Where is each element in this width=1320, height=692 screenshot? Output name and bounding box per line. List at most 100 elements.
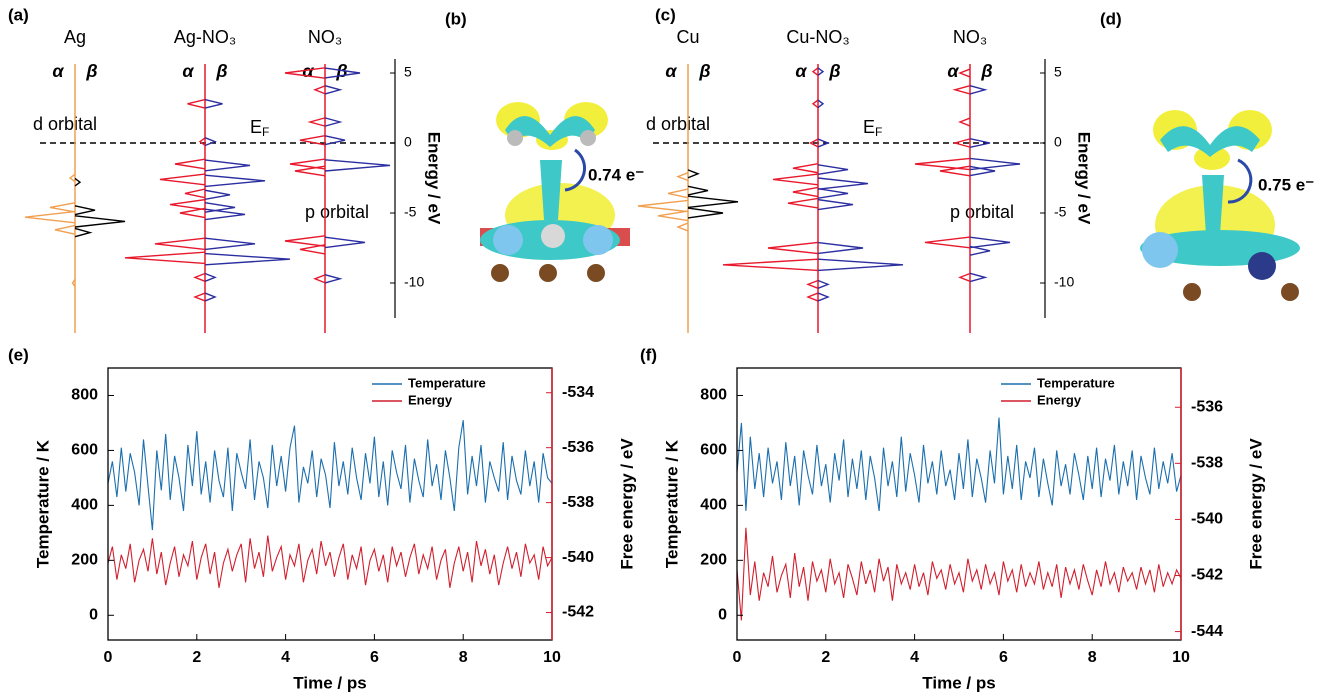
dos-peak bbox=[160, 174, 205, 185]
spin-label: β bbox=[215, 61, 227, 81]
dos-peak bbox=[818, 293, 828, 301]
panel-label: (a) bbox=[8, 5, 29, 24]
y2-tick-label: -538 bbox=[562, 494, 594, 511]
x-tick-label: 0 bbox=[104, 649, 113, 666]
series-line bbox=[737, 528, 1181, 621]
dos-peak bbox=[180, 208, 205, 217]
x-axis-title: Time / ps bbox=[293, 673, 366, 692]
dos-peak bbox=[75, 228, 90, 236]
dos-peak bbox=[315, 275, 325, 283]
dos-peak bbox=[960, 118, 970, 126]
dos-peak bbox=[818, 165, 848, 175]
y-tick-label: 5 bbox=[1054, 64, 1062, 80]
x-tick-label: 2 bbox=[192, 649, 201, 666]
dos-peak bbox=[195, 273, 205, 281]
y2-tick-label: -538 bbox=[1191, 455, 1223, 472]
dos-peak bbox=[205, 238, 255, 249]
dos-peak bbox=[788, 198, 818, 208]
structure-b bbox=[480, 102, 630, 282]
charge-label: 0.74 e⁻ bbox=[588, 165, 644, 184]
y-tick-label: -10 bbox=[404, 274, 424, 290]
dos-peak bbox=[325, 118, 340, 126]
column-title: Ag bbox=[64, 27, 86, 47]
dos-peak bbox=[793, 187, 818, 196]
fermi-main: E bbox=[250, 117, 262, 137]
dos-peak bbox=[723, 259, 818, 270]
y2-tick-label: -534 bbox=[562, 384, 594, 401]
dos-peak bbox=[205, 100, 223, 108]
dos-peak bbox=[188, 100, 206, 108]
legend-label: Temperature bbox=[1037, 375, 1115, 390]
fermi-label: EF bbox=[863, 117, 882, 139]
dos-peak bbox=[75, 206, 95, 215]
dos-peak bbox=[170, 200, 205, 210]
y-tick-label: 400 bbox=[71, 497, 98, 514]
dos-peak bbox=[678, 223, 688, 231]
y-tick-label: 200 bbox=[700, 552, 727, 569]
dos-peak bbox=[808, 293, 818, 301]
dos-peak bbox=[960, 273, 970, 281]
dos-peak bbox=[25, 212, 75, 223]
fermi-sub: F bbox=[875, 125, 882, 139]
y-tick-label: -5 bbox=[1054, 204, 1067, 220]
dos-peak bbox=[688, 186, 708, 195]
y-tick-label: 600 bbox=[71, 442, 98, 459]
panel-label: (d) bbox=[1100, 9, 1122, 28]
x-tick-label: 10 bbox=[1172, 649, 1190, 666]
dos-peak bbox=[688, 170, 698, 178]
series-line bbox=[108, 536, 552, 588]
legend-label: Energy bbox=[1037, 392, 1082, 407]
dos-peak bbox=[205, 254, 290, 265]
dos-peak bbox=[793, 164, 818, 173]
column-title: NO₃ bbox=[953, 27, 987, 47]
y-tick-label: 0 bbox=[718, 606, 727, 623]
x-tick-label: 6 bbox=[370, 649, 379, 666]
column-title: Ag-NO₃ bbox=[174, 27, 236, 47]
spin-label: β bbox=[698, 61, 710, 81]
spin-label: β bbox=[980, 61, 992, 81]
dos-peak bbox=[325, 275, 340, 283]
y-tick-label: 800 bbox=[700, 387, 727, 404]
column-title: NO₃ bbox=[308, 27, 342, 47]
dos-peak bbox=[185, 189, 205, 198]
dos-peak bbox=[75, 216, 125, 227]
dos-peak bbox=[205, 160, 250, 171]
x-tick-label: 8 bbox=[459, 649, 468, 666]
y-tick-label: 0 bbox=[1054, 134, 1062, 150]
panel-label: (c) bbox=[655, 5, 676, 24]
dos-peak bbox=[325, 237, 365, 247]
dos-peak bbox=[970, 86, 985, 94]
y-tick-label: -10 bbox=[1054, 274, 1074, 290]
dos-peak bbox=[205, 175, 265, 186]
dos-peak bbox=[205, 138, 215, 146]
spin-label: α bbox=[947, 61, 959, 81]
legend-label: Energy bbox=[408, 392, 453, 407]
dos-peak bbox=[818, 243, 863, 254]
dos-peak bbox=[175, 159, 205, 169]
fermi-main: E bbox=[863, 117, 875, 137]
y-tick-label: 0 bbox=[404, 134, 412, 150]
dos-peak bbox=[325, 160, 390, 171]
dos-peak bbox=[205, 273, 215, 281]
spin-label: α bbox=[52, 61, 64, 81]
y-tick-label: 800 bbox=[71, 387, 98, 404]
dos-peak bbox=[818, 178, 868, 189]
spin-label: α bbox=[665, 61, 677, 81]
dos-peak bbox=[808, 280, 818, 288]
y-tick-label: 5 bbox=[404, 64, 412, 80]
dos-peak bbox=[960, 69, 970, 77]
y-tick-label: 400 bbox=[700, 497, 727, 514]
dos-peak bbox=[970, 273, 985, 281]
dos-peak bbox=[300, 245, 325, 254]
y2-tick-label: -536 bbox=[1191, 398, 1223, 415]
x-tick-label: 10 bbox=[543, 649, 561, 666]
dos-peak bbox=[773, 174, 818, 185]
panel-label: (e) bbox=[8, 345, 29, 364]
dos-peak bbox=[818, 280, 828, 288]
y2-axis-title: Free energy / eV bbox=[617, 438, 636, 570]
y-tick-label: 0 bbox=[89, 606, 98, 623]
y2-tick-label: -542 bbox=[562, 604, 594, 621]
dos-peak bbox=[205, 293, 215, 301]
legend-label: Temperature bbox=[408, 375, 486, 390]
spin-label: α bbox=[182, 61, 194, 81]
